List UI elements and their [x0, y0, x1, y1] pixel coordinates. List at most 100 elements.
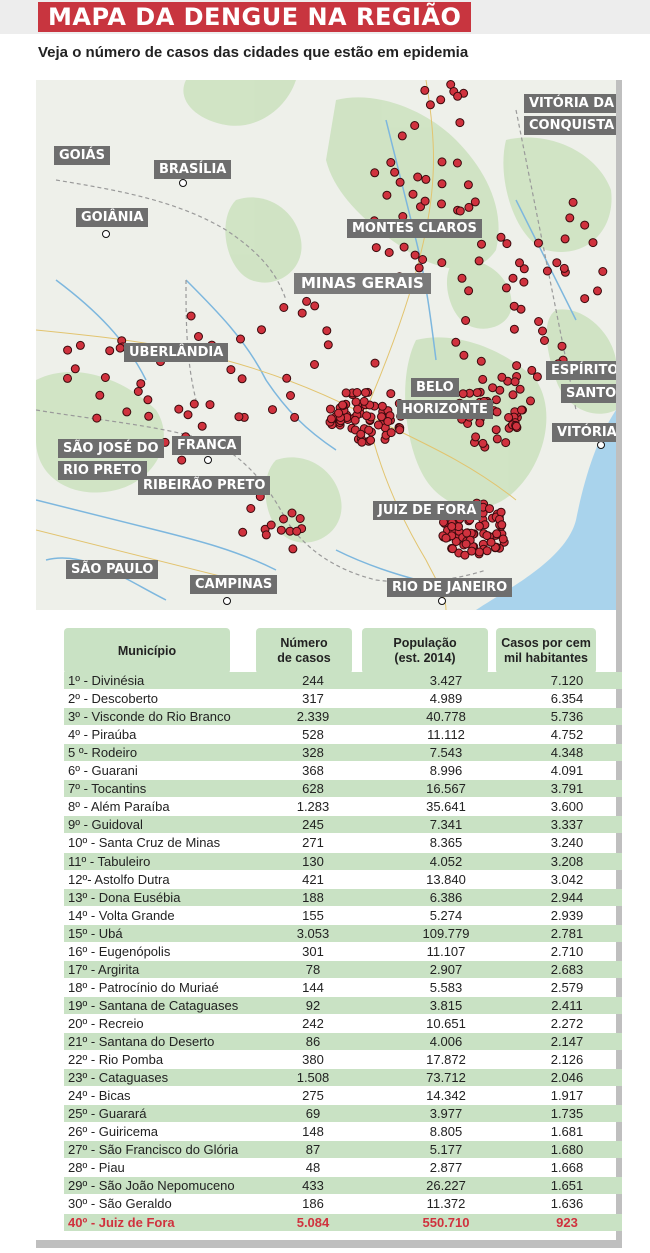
case-marker — [341, 388, 351, 398]
case-marker — [527, 365, 537, 375]
case-marker — [397, 131, 407, 141]
row-rate: 1.917 — [550, 1088, 584, 1104]
case-marker — [492, 407, 502, 417]
row-cases: 78 — [305, 961, 321, 977]
case-marker — [491, 395, 501, 405]
page-title: MAPA DA DENGUE NA REGIÃO — [38, 2, 472, 32]
case-marker — [189, 399, 199, 409]
row-municipio: 14º - Volta Grande — [68, 907, 175, 923]
row-cases: 5.084 — [296, 1214, 330, 1230]
case-marker — [448, 544, 457, 554]
table-row: 10º - Santa Cruz de Minas 271 8.365 3.240 — [64, 834, 622, 851]
case-marker — [292, 526, 302, 536]
table-row: 6º - Guarani 368 8.996 4.091 — [64, 762, 622, 779]
row-population: 8.805 — [429, 1124, 463, 1140]
case-marker — [143, 395, 153, 405]
row-population: 3.427 — [429, 673, 463, 688]
case-marker — [475, 418, 485, 428]
case-marker — [310, 360, 319, 369]
row-municipio: 23º - Cataguases — [68, 1070, 169, 1086]
case-marker — [477, 239, 486, 249]
case-marker — [580, 220, 590, 230]
row-population: 35.641 — [426, 799, 466, 815]
case-marker — [63, 373, 72, 383]
row-municipio: 16º - Eugenópolis — [68, 943, 171, 959]
row-cases: 1.508 — [296, 1070, 330, 1086]
row-municipio: 3º - Visconde do Rio Branco — [68, 709, 231, 725]
right-border — [616, 80, 622, 1240]
case-marker — [63, 345, 73, 355]
case-marker — [482, 546, 492, 556]
case-marker — [268, 405, 277, 415]
row-cases: 628 — [302, 781, 324, 797]
case-marker — [451, 337, 461, 347]
row-municipio: 6º - Guarani — [68, 763, 138, 779]
case-marker — [497, 372, 507, 382]
table-row: 27º - São Francisco do Glória 87 5.177 1.68… — [64, 1141, 622, 1159]
case-marker — [498, 534, 508, 544]
case-marker — [384, 248, 394, 257]
case-marker — [323, 340, 333, 350]
case-marker — [472, 388, 482, 398]
case-marker — [437, 179, 447, 189]
case-marker — [559, 263, 569, 273]
case-marker — [395, 425, 405, 435]
case-marker — [382, 190, 392, 200]
case-marker — [377, 401, 387, 411]
case-marker — [286, 391, 295, 400]
map-canvas — [36, 80, 616, 610]
case-marker — [471, 432, 481, 442]
row-rate: 2.944 — [550, 889, 584, 905]
label-rio-de-janeiro: RIO DE JANEIRO — [387, 578, 513, 597]
row-rate: 2.939 — [550, 907, 584, 923]
case-marker — [598, 267, 608, 276]
row-cases: 92 — [305, 997, 321, 1013]
case-marker — [437, 258, 447, 268]
row-population: 13.840 — [426, 871, 466, 887]
case-marker — [491, 425, 501, 435]
label-vitoria-conquista-2: CONQUISTA — [524, 116, 616, 135]
case-marker — [455, 206, 465, 216]
case-marker — [276, 525, 286, 535]
case-marker — [194, 332, 203, 341]
case-marker — [462, 528, 472, 538]
row-cases: 1.283 — [296, 799, 330, 815]
case-marker — [357, 437, 367, 447]
header-populacao: População (est. 2014) — [362, 628, 488, 674]
case-marker — [533, 238, 543, 248]
case-marker — [115, 343, 125, 353]
case-marker — [421, 174, 431, 184]
row-population: 7.341 — [429, 817, 463, 833]
row-population: 11.372 — [426, 1196, 466, 1212]
row-cases: 528 — [302, 727, 324, 743]
row-municipio: 13º - Dona Eusébia — [68, 889, 181, 905]
row-municipio: 19º - Santana de Cataguases — [68, 997, 239, 1013]
row-municipio: 9º - Guidoval — [68, 817, 143, 833]
case-marker — [542, 266, 552, 276]
table-row: 19º - Santana de Cataguases 92 3.815 2.411 — [64, 996, 622, 1014]
row-population: 5.177 — [429, 1142, 463, 1158]
row-rate: 7.120 — [550, 673, 584, 688]
case-marker — [504, 413, 514, 422]
case-marker — [538, 326, 547, 336]
case-marker — [420, 196, 430, 206]
case-marker — [509, 301, 519, 311]
case-marker — [580, 294, 590, 304]
label-sao-paulo: SÃO PAULO — [66, 560, 159, 579]
row-rate: 1.681 — [550, 1124, 584, 1140]
case-marker — [234, 412, 244, 422]
table-row: 25º - Guarará 69 3.977 1.735 — [64, 1105, 622, 1123]
row-population: 8.365 — [429, 835, 463, 851]
label-campinas: CAMPINAS — [190, 575, 278, 594]
row-population: 6.386 — [429, 889, 463, 905]
case-marker — [351, 397, 361, 407]
case-marker — [279, 303, 289, 312]
label-belo-horizonte-2: HORIZONTE — [397, 400, 493, 419]
case-marker — [282, 373, 292, 383]
label-goias: GOIÁS — [54, 146, 110, 165]
case-marker — [568, 197, 578, 207]
goiania-dot — [102, 230, 110, 238]
label-vitoria: VITÓRIA — [552, 423, 616, 442]
row-rate: 2.710 — [550, 943, 584, 959]
case-marker — [508, 273, 518, 283]
